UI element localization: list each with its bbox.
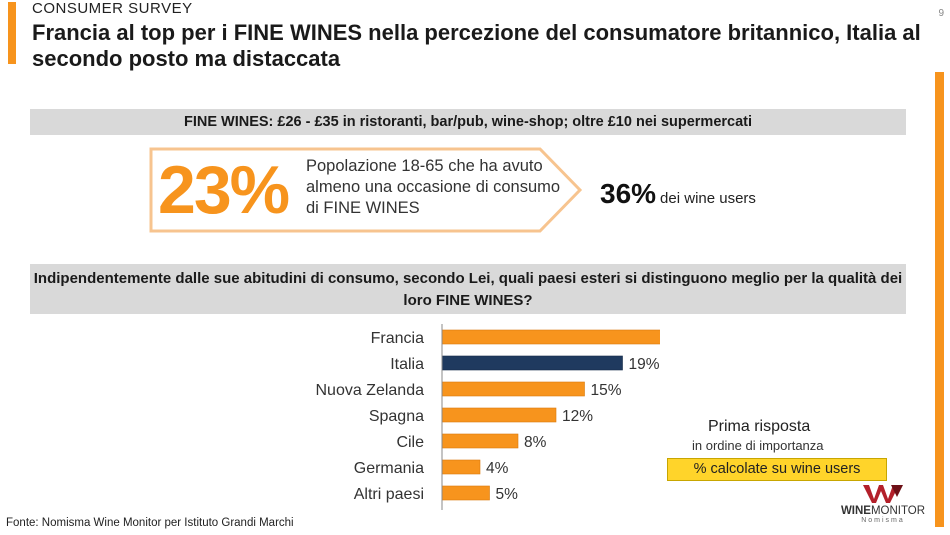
value-label: 8% [524, 434, 547, 451]
bar-cile [441, 433, 519, 449]
category-label: Spagna [369, 408, 424, 425]
side-stat-text: dei wine users [660, 190, 756, 207]
legend-title: Prima risposta [708, 418, 811, 435]
logo-subtext: Nomisma [861, 517, 905, 524]
callout-box: 23% Popolazione 18-65 che ha avuto almen… [148, 146, 583, 234]
callout-arrow-shape [149, 147, 583, 233]
category-label: Nuova Zelanda [315, 382, 424, 399]
value-label: 12% [562, 408, 593, 425]
page-number: 9 [938, 8, 944, 19]
logo-mark-icon [863, 485, 903, 503]
legend-subtitle: in ordine di importanza [692, 438, 824, 453]
side-stat-value: 36% [600, 178, 657, 209]
logo-text: WINEMONITOR [840, 505, 926, 517]
accent-bar-left [8, 2, 16, 64]
bar-nuova-zelanda [441, 381, 585, 397]
section-label: CONSUMER SURVEY [32, 0, 193, 17]
value-label: 5% [496, 486, 519, 503]
legend-badge: % calcolate su wine users [667, 458, 887, 481]
side-stat: 36% dei wine users [600, 178, 756, 210]
page-title: Francia al top per i FINE WINES nella pe… [32, 20, 921, 71]
category-label: Altri paesi [354, 486, 424, 503]
bar-italia [441, 355, 623, 371]
definition-band: FINE WINES: £26 - £35 in ristoranti, bar… [30, 109, 906, 135]
value-label: 15% [591, 382, 622, 399]
callout-text: Popolazione 18-65 che ha avuto almeno un… [306, 157, 561, 217]
value-label: 19% [629, 356, 660, 373]
bar-francia [441, 329, 660, 345]
accent-bar-right [935, 72, 944, 527]
bar-spagna [441, 407, 557, 423]
source-note: Fonte: Nomisma Wine Monitor per Istituto… [6, 517, 294, 529]
category-label: Italia [390, 356, 424, 373]
category-label: Cile [396, 434, 424, 451]
wine-monitor-logo: WINEMONITOR Nomisma [838, 483, 928, 529]
category-label: Francia [371, 330, 424, 347]
bar-germania [441, 459, 481, 475]
callout-value: 23% [158, 152, 290, 228]
bar-altri-paesi [441, 485, 490, 501]
category-label: Germania [354, 460, 424, 477]
question-band: Indipendentemente dalle sue abitudini di… [30, 264, 906, 314]
value-label: 4% [486, 460, 509, 477]
